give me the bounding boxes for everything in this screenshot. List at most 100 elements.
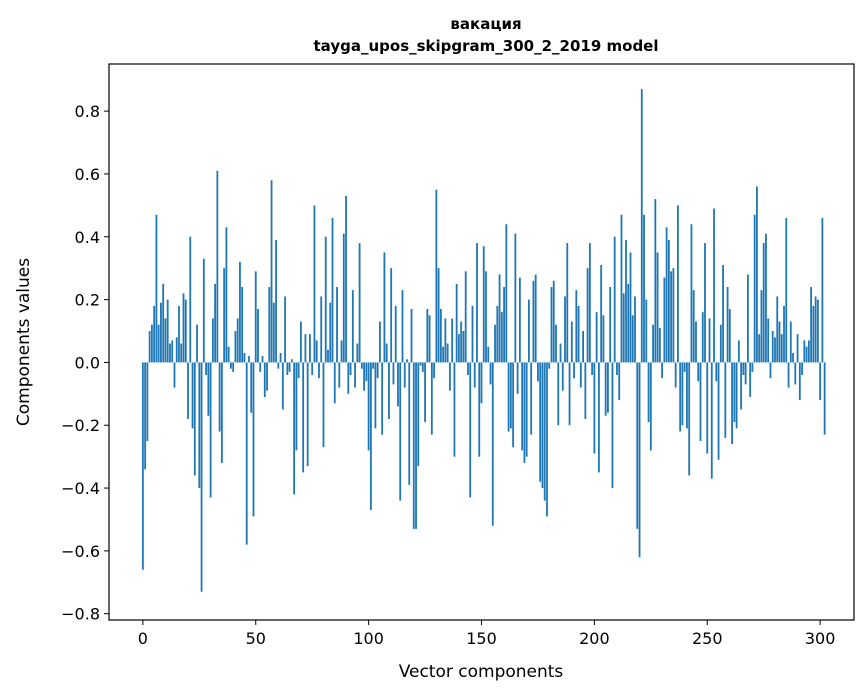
bar (150, 324, 153, 363)
bar (654, 199, 657, 363)
bar (175, 337, 178, 363)
bar (166, 299, 169, 363)
bar (214, 283, 217, 363)
bar (552, 280, 555, 363)
bar (272, 302, 275, 363)
bar (460, 321, 463, 363)
bar (618, 362, 621, 401)
bar (464, 271, 467, 363)
bar (327, 349, 329, 363)
x-tick-label: 250 (692, 629, 723, 648)
bar (250, 362, 253, 413)
bar (586, 268, 589, 363)
bar (209, 362, 212, 498)
x-tick-label: 200 (579, 629, 610, 648)
bar (205, 362, 207, 375)
bar (746, 274, 749, 363)
chart-title: вакация (450, 15, 521, 33)
bar (451, 318, 454, 363)
bar (148, 331, 151, 363)
bar (223, 268, 226, 363)
bar (518, 277, 521, 363)
bar (719, 324, 722, 363)
bar (347, 362, 350, 394)
bar (169, 343, 171, 363)
bar (254, 271, 257, 363)
bar (329, 302, 332, 363)
bar (726, 287, 729, 363)
bar (550, 287, 553, 363)
bar (722, 265, 724, 363)
bar (252, 362, 255, 517)
bar (320, 296, 323, 363)
bar (787, 362, 790, 388)
bar (584, 362, 587, 419)
bar (290, 359, 293, 363)
bar (548, 362, 551, 369)
bar (338, 362, 341, 388)
bar (162, 283, 165, 363)
bar (200, 362, 203, 592)
bar (239, 261, 241, 363)
bar (805, 346, 808, 363)
bar (500, 312, 503, 363)
bar (514, 233, 517, 363)
bar (692, 290, 695, 363)
bar (266, 362, 268, 391)
bar (658, 327, 661, 363)
bar (403, 362, 406, 388)
bar (299, 321, 302, 363)
bar (591, 362, 594, 375)
bar (257, 309, 259, 363)
bar (444, 318, 447, 363)
bar (473, 362, 476, 388)
x-tick-label: 150 (466, 629, 497, 648)
bars-group (141, 89, 826, 592)
bar (525, 362, 528, 457)
bar (751, 362, 754, 372)
bar (243, 352, 246, 363)
bar (408, 362, 411, 485)
bar (819, 362, 822, 401)
bar (286, 362, 289, 375)
bar (539, 362, 542, 482)
bar (284, 296, 286, 363)
bar (672, 268, 675, 363)
bar (482, 246, 485, 363)
bar (640, 89, 643, 363)
bar (220, 362, 223, 463)
y-axis-label: Components values (14, 258, 34, 426)
bar (351, 290, 354, 363)
bar (717, 362, 720, 460)
bar (816, 299, 819, 363)
bar (182, 293, 185, 363)
bar (415, 362, 417, 529)
bar (543, 362, 546, 501)
bar (410, 309, 413, 363)
x-tick-label: 50 (246, 629, 266, 648)
bar (227, 346, 230, 363)
bar (532, 280, 535, 363)
bar (412, 362, 415, 529)
bar (455, 283, 458, 363)
bar (180, 343, 183, 363)
bar (311, 362, 314, 375)
bar (807, 340, 810, 363)
y-tick-label: −0.2 (61, 416, 100, 435)
bar (288, 362, 291, 372)
bar (259, 362, 262, 372)
bar (744, 362, 747, 385)
bar (505, 224, 508, 363)
bar (760, 290, 763, 363)
bar (704, 243, 706, 363)
bar (713, 208, 715, 363)
bar (794, 362, 797, 385)
y-tick-label: 0.4 (75, 228, 100, 247)
bar (643, 214, 645, 363)
bar (469, 362, 472, 498)
bar (421, 362, 424, 372)
bar (810, 287, 813, 363)
bar (379, 321, 381, 363)
bar (211, 318, 214, 363)
